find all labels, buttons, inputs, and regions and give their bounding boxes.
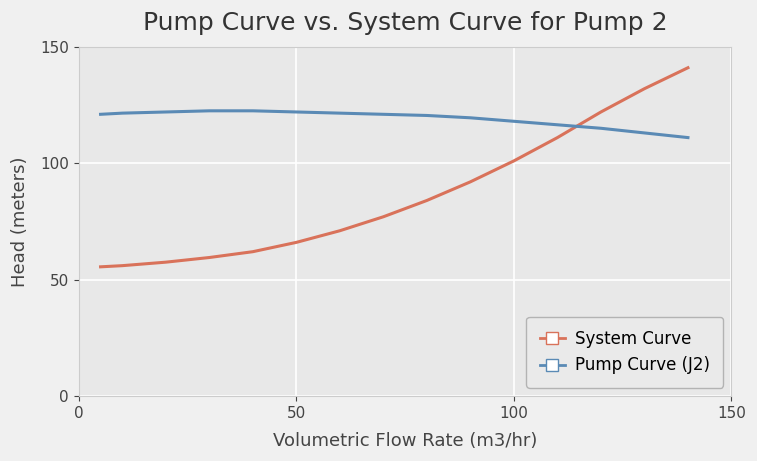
Pump Curve (J2) bbox=[597, 125, 606, 131]
System Curve bbox=[205, 255, 214, 260]
Pump Curve (J2) bbox=[205, 108, 214, 113]
System Curve bbox=[640, 86, 649, 91]
Pump Curve (J2) bbox=[684, 135, 693, 140]
System Curve bbox=[335, 228, 344, 234]
Pump Curve (J2) bbox=[553, 122, 562, 128]
Line: Pump Curve (J2): Pump Curve (J2) bbox=[101, 111, 688, 137]
Pump Curve (J2) bbox=[118, 110, 127, 116]
System Curve bbox=[378, 214, 388, 219]
Pump Curve (J2) bbox=[335, 110, 344, 116]
Pump Curve (J2) bbox=[378, 112, 388, 117]
X-axis label: Volumetric Flow Rate (m3/hr): Volumetric Flow Rate (m3/hr) bbox=[273, 432, 537, 450]
System Curve bbox=[684, 65, 693, 71]
Line: System Curve: System Curve bbox=[101, 68, 688, 267]
System Curve bbox=[422, 198, 431, 203]
Y-axis label: Head (meters): Head (meters) bbox=[11, 156, 29, 287]
System Curve bbox=[553, 135, 562, 140]
Title: Pump Curve vs. System Curve for Pump 2: Pump Curve vs. System Curve for Pump 2 bbox=[143, 11, 668, 35]
System Curve bbox=[118, 263, 127, 268]
Pump Curve (J2) bbox=[466, 115, 475, 121]
Pump Curve (J2) bbox=[640, 130, 649, 136]
Legend: System Curve, Pump Curve (J2): System Curve, Pump Curve (J2) bbox=[526, 317, 723, 388]
System Curve bbox=[291, 240, 301, 245]
System Curve bbox=[597, 109, 606, 115]
Pump Curve (J2) bbox=[161, 109, 170, 115]
Pump Curve (J2) bbox=[291, 109, 301, 115]
System Curve bbox=[161, 260, 170, 265]
System Curve bbox=[509, 158, 519, 164]
Pump Curve (J2) bbox=[509, 118, 519, 124]
Pump Curve (J2) bbox=[248, 108, 257, 113]
System Curve bbox=[466, 179, 475, 184]
Pump Curve (J2) bbox=[96, 112, 105, 117]
Pump Curve (J2) bbox=[422, 112, 431, 118]
System Curve bbox=[248, 249, 257, 254]
System Curve bbox=[96, 264, 105, 270]
